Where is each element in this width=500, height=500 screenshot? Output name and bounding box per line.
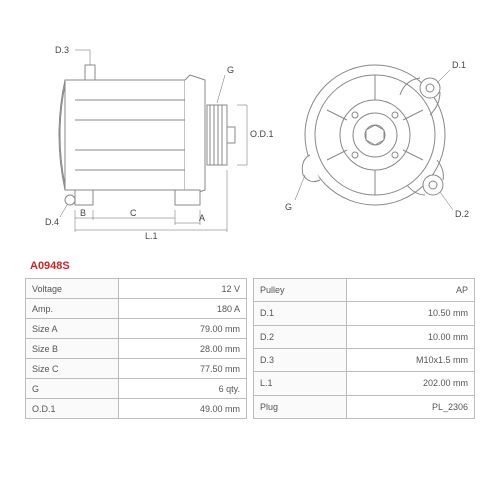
spec-value: 10.50 mm [346,302,474,325]
spec-table-left: Voltage12 VAmp.180 ASize A79.00 mmSize B… [25,278,247,419]
spec-value: M10x1.5 mm [346,348,474,371]
spec-value: 49.00 mm [118,399,246,419]
table-row: D.3M10x1.5 mm [254,348,475,371]
label-a: A [199,213,205,223]
technical-drawing: D.3 D.4 G [25,25,475,255]
spec-label: Size B [26,339,119,359]
table-row: Voltage12 V [26,279,247,299]
spec-table-right: PulleyAPD.110.50 mmD.210.00 mmD.3M10x1.5… [253,278,475,419]
spec-value: PL_2306 [346,395,474,418]
label-g-front: G [285,202,292,212]
table-row: Amp.180 A [26,299,247,319]
label-c: C [130,208,137,218]
spec-label: D.2 [254,325,347,348]
spec-value: 202.00 mm [346,372,474,395]
spec-label: Pulley [254,279,347,302]
table-row: PlugPL_2306 [254,395,475,418]
spec-value: 180 A [118,299,246,319]
spec-label: D.1 [254,302,347,325]
table-row: Size B28.00 mm [26,339,247,359]
spec-tables: Voltage12 VAmp.180 ASize A79.00 mmSize B… [25,278,475,419]
table-row: O.D.149.00 mm [26,399,247,419]
spec-label: D.3 [254,348,347,371]
spec-label: O.D.1 [26,399,119,419]
drawing-svg: D.3 D.4 G [25,25,475,255]
label-d4: D.4 [45,217,59,227]
spec-value: 6 qty. [118,379,246,399]
spec-label: Size A [26,319,119,339]
spec-label: G [26,379,119,399]
table-row: D.110.50 mm [254,302,475,325]
spec-value: 77.50 mm [118,359,246,379]
label-d2: D.2 [455,209,469,219]
spec-label: Plug [254,395,347,418]
table-row: L.1202.00 mm [254,372,475,395]
label-g-side: G [227,65,234,75]
spec-value: AP [346,279,474,302]
spec-value: 12 V [118,279,246,299]
part-number: A0948S [30,260,70,272]
spec-value: 28.00 mm [118,339,246,359]
spec-label: Size C [26,359,119,379]
label-b: B [80,208,86,218]
label-l1: L.1 [145,231,158,241]
table-row: Size A79.00 mm [26,319,247,339]
label-d1: D.1 [452,60,466,70]
table-row: PulleyAP [254,279,475,302]
spec-label: Voltage [26,279,119,299]
front-view: D.1 D.2 G [285,60,469,219]
table-row: D.210.00 mm [254,325,475,348]
table-row: G6 qty. [26,379,247,399]
spec-value: 10.00 mm [346,325,474,348]
side-view: D.3 D.4 G [45,45,274,241]
table-row: Size C77.50 mm [26,359,247,379]
spec-value: 79.00 mm [118,319,246,339]
label-od1: O.D.1 [250,129,274,139]
label-d3: D.3 [55,45,69,55]
spec-label: Amp. [26,299,119,319]
spec-label: L.1 [254,372,347,395]
